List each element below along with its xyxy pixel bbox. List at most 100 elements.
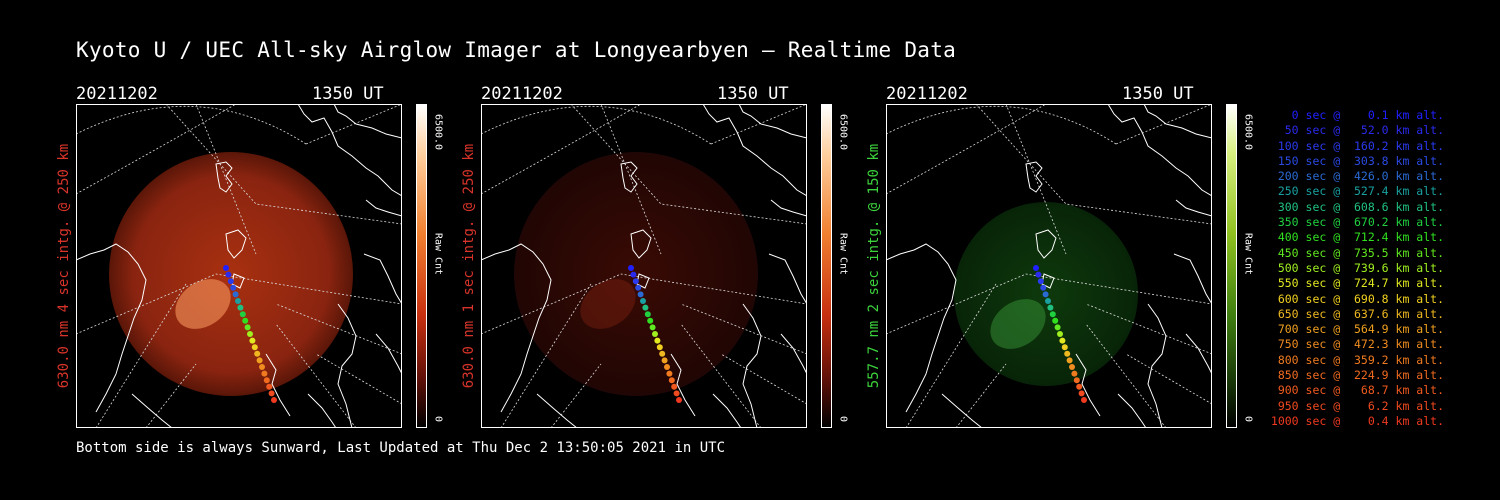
coastline xyxy=(131,393,173,428)
grid-line xyxy=(955,363,1007,428)
legend-entry: 950 sec @ 6.2 km alt. xyxy=(1270,398,1444,413)
grid-line xyxy=(680,323,762,428)
coastline xyxy=(1107,104,1212,197)
grid-line xyxy=(710,104,807,145)
grid-line xyxy=(1085,323,1167,428)
grid-line xyxy=(275,303,402,355)
legend-entry: 700 sec @ 564.9 km alt. xyxy=(1270,322,1444,337)
trajectory-point xyxy=(1066,357,1073,364)
legend-entry: 0 sec @ 0.1 km alt. xyxy=(1270,108,1444,122)
airglow-panel-630-1s: 20211202 1350 UT 630.0 nm 1 sec intg. @ … xyxy=(461,84,893,434)
trajectory-point xyxy=(1057,331,1063,337)
trajectory-point xyxy=(676,397,682,403)
legend-entry: 800 sec @ 359.2 km alt. xyxy=(1270,352,1444,367)
coastline xyxy=(363,253,402,305)
grid-line xyxy=(886,105,1117,145)
map-frame xyxy=(481,104,807,428)
colorbar-max-label: 6500.0 xyxy=(1242,113,1254,151)
coastline xyxy=(265,353,291,417)
coastline xyxy=(1035,229,1057,259)
coastline xyxy=(738,104,807,139)
trajectory-legend: 0 sec @ 0.1 km alt. 50 sec @ 52.0 km alt… xyxy=(1262,108,1444,429)
grid-line xyxy=(76,105,307,145)
colorbar xyxy=(416,104,427,428)
map-frame xyxy=(76,104,402,428)
legend-entry: 250 sec @ 527.4 km alt. xyxy=(1270,184,1444,199)
trajectory-point xyxy=(628,265,634,271)
trajectory-point xyxy=(227,278,234,285)
coastline xyxy=(307,393,337,428)
legend-entry: 900 sec @ 68.7 km alt. xyxy=(1270,383,1444,398)
trajectory-point xyxy=(251,344,258,351)
trajectory-point xyxy=(1069,364,1075,370)
panel-wavelength-label: 630.0 nm 4 sec intg. @ 250 km xyxy=(56,143,72,389)
grid-line xyxy=(95,283,187,428)
trajectory-point xyxy=(1040,284,1047,291)
colorbar xyxy=(1226,104,1237,428)
auroral-arc xyxy=(580,279,636,329)
trajectory-point xyxy=(1035,271,1042,278)
trajectory-point xyxy=(640,298,646,304)
coastline xyxy=(770,199,807,217)
grid-line xyxy=(570,104,807,225)
all-sky-image xyxy=(886,104,1212,428)
coastline xyxy=(886,243,957,413)
coastline xyxy=(620,161,638,193)
coastline xyxy=(1025,161,1043,193)
trajectory-point xyxy=(666,370,673,377)
trajectory-point xyxy=(632,278,639,285)
legend-entry: 300 sec @ 608.6 km alt. xyxy=(1270,199,1444,214)
panel-time: 1350 UT xyxy=(1122,84,1194,104)
grid-line xyxy=(275,323,357,428)
grid-line xyxy=(720,353,807,405)
trajectory-point xyxy=(247,331,253,337)
trajectory-point xyxy=(1081,397,1087,403)
trajectory-point xyxy=(1037,278,1044,285)
legend-entry: 150 sec @ 303.8 km alt. xyxy=(1270,153,1444,168)
trajectory-point xyxy=(237,304,244,311)
trajectory-point xyxy=(664,364,670,370)
grid-line xyxy=(481,105,712,145)
trajectory-point xyxy=(1054,324,1061,331)
trajectory-point xyxy=(1076,383,1083,390)
colorbar-unit-label: Raw Cnt xyxy=(432,232,444,276)
panel-wavelength-label: 557.7 nm 2 sec intg. @ 150 km xyxy=(866,143,882,389)
legend-entry: 850 sec @ 224.9 km alt. xyxy=(1270,368,1444,383)
legend-entry: 200 sec @ 426.0 km alt. xyxy=(1270,169,1444,184)
trajectory-point xyxy=(256,357,263,364)
coastline xyxy=(742,303,762,428)
coastline xyxy=(1147,303,1167,428)
trajectory-point xyxy=(637,291,644,298)
legend-entry: 600 sec @ 690.8 km alt. xyxy=(1270,291,1444,306)
grid-line xyxy=(315,353,402,405)
trajectory-point xyxy=(232,291,239,298)
trajectory-point xyxy=(249,337,256,344)
coastline xyxy=(768,253,807,305)
trajectory-point xyxy=(1033,265,1039,271)
coastline xyxy=(712,393,742,428)
grid-line xyxy=(76,104,237,195)
trajectory-point xyxy=(266,383,273,390)
trajectory-point xyxy=(1078,390,1085,397)
panel-wavelength-label: 630.0 nm 1 sec intg. @ 250 km xyxy=(461,143,477,389)
panel-date: 20211202 xyxy=(886,84,968,104)
colorbar-max-label: 6500.0 xyxy=(432,113,444,151)
coastline xyxy=(702,104,807,197)
trajectory-point xyxy=(671,383,678,390)
grid-line xyxy=(76,273,402,335)
trajectory-point xyxy=(652,331,658,337)
trajectory-point xyxy=(1042,291,1049,298)
coastline xyxy=(375,333,402,375)
grid-line xyxy=(481,104,642,195)
trajectory-point xyxy=(644,311,651,318)
legend-entry: 500 sec @ 739.6 km alt. xyxy=(1270,260,1444,275)
coastline xyxy=(225,229,247,259)
all-sky-image xyxy=(76,104,402,428)
grid-line xyxy=(600,104,662,255)
coastline xyxy=(215,161,233,193)
coastline xyxy=(481,243,552,413)
grid-line xyxy=(145,363,197,428)
coastline xyxy=(297,104,402,197)
legend-entry: 1000 sec @ 0.4 km alt. xyxy=(1270,413,1444,428)
trajectory-point xyxy=(1064,350,1071,357)
